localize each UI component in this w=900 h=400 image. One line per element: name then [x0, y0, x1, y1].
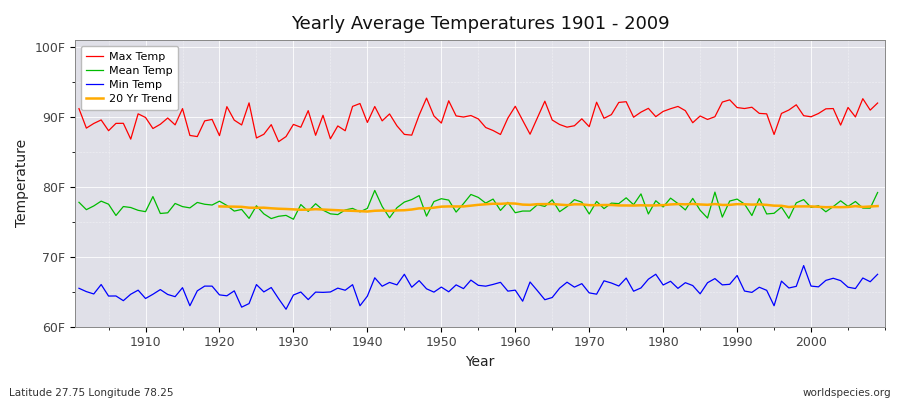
- 20 Yr Trend: [362, 209, 373, 214]
- Legend: Max Temp, Mean Temp, Min Temp, 20 Yr Trend: Max Temp, Mean Temp, Min Temp, 20 Yr Tre…: [81, 46, 178, 110]
- 20 Yr Trend: [302, 207, 313, 212]
- Min Temp: [347, 282, 358, 287]
- Mean Temp: [74, 200, 85, 205]
- Y-axis label: Temperature: Temperature: [15, 139, 29, 228]
- Max Temp: [518, 118, 528, 123]
- Max Temp: [421, 96, 432, 100]
- Min Temp: [872, 272, 883, 277]
- Min Temp: [281, 307, 292, 312]
- X-axis label: Year: Year: [465, 355, 495, 369]
- Min Temp: [132, 288, 143, 292]
- 20 Yr Trend: [214, 204, 225, 209]
- Min Temp: [74, 286, 85, 291]
- 20 Yr Trend: [421, 206, 432, 211]
- Mean Temp: [132, 208, 143, 213]
- Mean Temp: [347, 206, 358, 211]
- Mean Temp: [288, 217, 299, 222]
- Line: Mean Temp: Mean Temp: [79, 190, 878, 219]
- 20 Yr Trend: [858, 204, 868, 209]
- Mean Temp: [525, 209, 535, 214]
- Min Temp: [510, 288, 521, 292]
- 20 Yr Trend: [502, 201, 513, 206]
- Mean Temp: [518, 209, 528, 214]
- 20 Yr Trend: [872, 204, 883, 208]
- Mean Temp: [614, 201, 625, 206]
- Line: Max Temp: Max Temp: [79, 98, 878, 142]
- Mean Temp: [302, 209, 313, 214]
- Max Temp: [872, 101, 883, 106]
- Min Temp: [302, 297, 313, 302]
- Max Temp: [274, 139, 284, 144]
- Max Temp: [525, 132, 535, 137]
- Mean Temp: [872, 190, 883, 195]
- 20 Yr Trend: [776, 203, 787, 208]
- Mean Temp: [369, 188, 380, 193]
- Line: Min Temp: Min Temp: [79, 266, 878, 309]
- 20 Yr Trend: [791, 204, 802, 209]
- Line: 20 Yr Trend: 20 Yr Trend: [220, 203, 878, 212]
- Max Temp: [347, 104, 358, 109]
- Max Temp: [614, 100, 625, 105]
- Min Temp: [798, 263, 809, 268]
- Title: Yearly Average Temperatures 1901 - 2009: Yearly Average Temperatures 1901 - 2009: [291, 15, 670, 33]
- Max Temp: [132, 112, 143, 116]
- Min Temp: [606, 281, 616, 286]
- Max Temp: [74, 106, 85, 111]
- Max Temp: [302, 108, 313, 113]
- Min Temp: [518, 299, 528, 304]
- 20 Yr Trend: [688, 202, 698, 206]
- Text: worldspecies.org: worldspecies.org: [803, 388, 891, 398]
- Text: Latitude 27.75 Longitude 78.25: Latitude 27.75 Longitude 78.25: [9, 388, 174, 398]
